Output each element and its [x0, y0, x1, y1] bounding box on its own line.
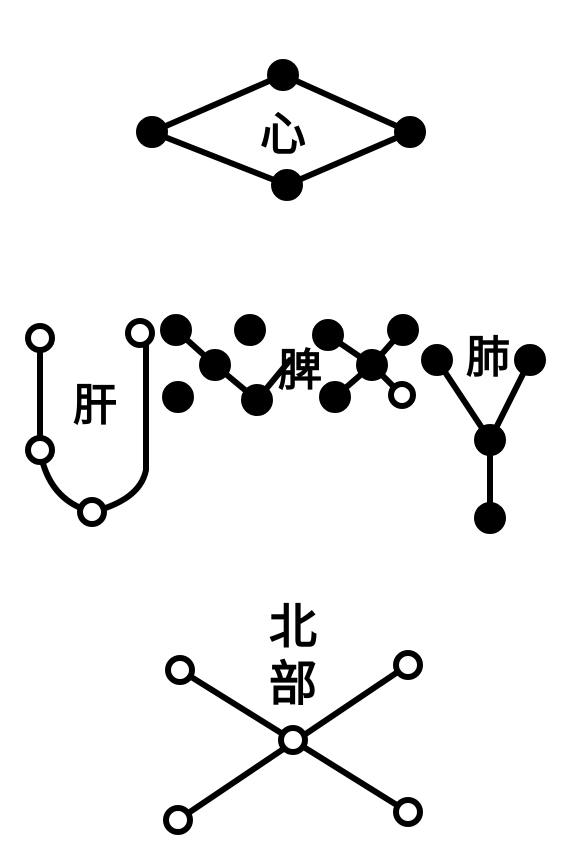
xin-star-left [136, 116, 168, 148]
xin-star-bottom [271, 169, 303, 201]
gan-group: 肝 [25, 318, 155, 527]
pi-group: 脾 [160, 314, 419, 416]
pi-star-3 [241, 384, 273, 416]
beibu-group: 北 部 [163, 599, 423, 835]
pi-star-9 [319, 381, 351, 413]
gan-star-top-right [125, 318, 155, 348]
gan-label: 肝 [73, 380, 117, 431]
pi-star-2 [199, 349, 231, 381]
xin-star-top [267, 59, 299, 91]
fei-star-center [474, 424, 506, 456]
fei-star-bottom [474, 502, 506, 534]
beibu-label-line1: 北 [269, 599, 317, 655]
beibu-star-top-right [393, 650, 423, 680]
pi-chain-left [173, 327, 293, 403]
gan-star-bottom [77, 497, 107, 527]
gan-star-top-left [25, 323, 55, 353]
gan-star-mid-left [25, 435, 55, 465]
beibu-star-bottom-right [393, 797, 423, 827]
pi-label: 脾 [278, 345, 322, 396]
pi-star-1 [160, 314, 192, 346]
xin-star-right [394, 116, 426, 148]
fei-star-right [514, 344, 546, 376]
fei-group: 肺 [421, 332, 546, 534]
xin-group: 心 [136, 59, 426, 201]
beibu-star-center [278, 725, 308, 755]
pi-star-4 [234, 314, 266, 346]
pi-star-7 [356, 349, 388, 381]
beibu-label-line2: 部 [269, 656, 317, 712]
pi-star-6 [312, 319, 344, 351]
beibu-star-top-left [165, 655, 195, 685]
xin-label: 心 [260, 107, 306, 161]
beibu-star-bottom-left [163, 805, 193, 835]
fei-label: 肺 [466, 332, 510, 383]
pi-star-open [388, 381, 416, 409]
fei-star-left [421, 344, 453, 376]
pi-star-5 [162, 381, 194, 413]
pi-star-8 [387, 314, 419, 346]
